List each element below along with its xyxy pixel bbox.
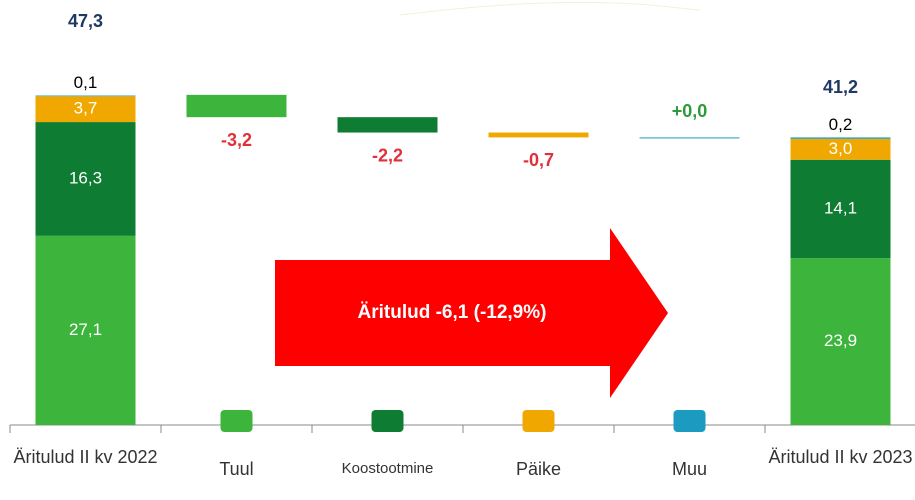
segment-label: 27,1	[69, 320, 102, 339]
bar-segment	[790, 137, 891, 139]
bar-segment	[790, 138, 891, 160]
x-tick-label: Muu	[671, 459, 707, 479]
bar-segment	[35, 96, 136, 123]
segment-label: 0,1	[74, 73, 98, 92]
delta-bar	[488, 132, 589, 138]
x-tick-label: Koostootmine	[341, 460, 434, 477]
segment-label: 23,9	[824, 331, 857, 350]
legend-swatch	[522, 410, 555, 432]
arrow	[275, 228, 668, 398]
bar-segment	[35, 95, 136, 97]
delta-bar	[337, 117, 438, 133]
segment-label: 14,1	[824, 198, 857, 217]
bar-segment	[790, 159, 891, 259]
bar-segment	[790, 258, 891, 425]
delta-label: -3,2	[221, 130, 252, 150]
legend-swatch	[673, 410, 706, 432]
delta-bar	[639, 137, 740, 139]
legend-swatch	[371, 410, 404, 432]
bar-segment	[35, 235, 136, 425]
decoration	[399, 1, 701, 16]
delta-bar	[186, 94, 287, 118]
x-tick-label: Tuul	[219, 459, 254, 479]
x-tick-label: Päike	[515, 459, 562, 479]
legend-swatch	[220, 410, 253, 432]
segment-label: 3,7	[74, 99, 98, 118]
bar-segment	[35, 122, 136, 236]
delta-label: -0,7	[523, 150, 554, 170]
x-tick-label: Äritulud II kv 2022	[13, 447, 158, 467]
segment-label: 0,2	[829, 115, 853, 134]
annotation: Äritulud -6,1 (-12,9%)	[358, 302, 547, 323]
x-tick-label: Äritulud II kv 2023	[768, 447, 913, 467]
segment-label: 16,3	[69, 168, 102, 187]
delta-label: +0,0	[672, 101, 708, 121]
total-label: 47,3	[68, 11, 103, 31]
segment-label: 3,0	[829, 139, 853, 158]
total-label: 41,2	[823, 77, 858, 97]
delta-label: -2,2	[372, 145, 403, 165]
